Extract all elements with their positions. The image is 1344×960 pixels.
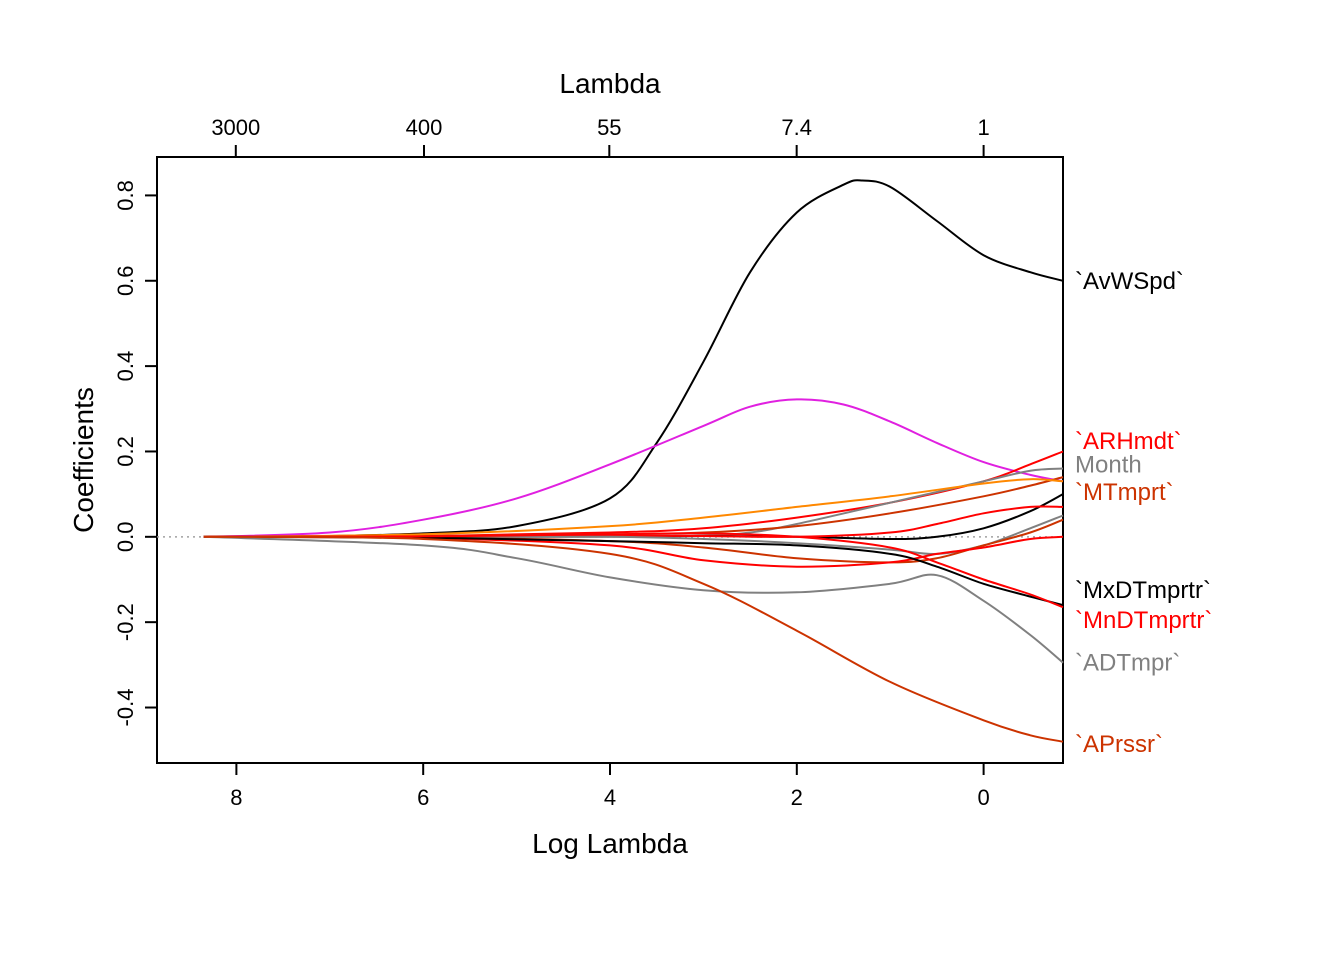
x-tick-label: 2 [791,785,803,810]
series-label-12: `MnDTmprtr` [1075,607,1212,634]
y-tick-label: 0.0 [113,522,138,553]
series-line-1 [203,398,1064,538]
series-line-0 [203,179,1064,538]
ticks-layer: 8 6 4 2 0 3000 400 55 7.4 1 -0.4 -0.2 0.0 0.2 0.4 0.6 0.… [113,115,990,810]
series-label-11: `MxDTmprtr` [1075,577,1211,604]
y-tick-label: 0.4 [113,351,138,382]
x-tick-label: 6 [417,785,429,810]
series-label-2: `ARHmdt` [1075,428,1182,455]
x-tick-label: 0 [977,785,989,810]
series-labels-layer: `AvWSpd` `ARHmdt`Month`MTmprt` `MxDTmprtr`… [1075,268,1212,758]
x-axis-title: Log Lambda [532,828,688,859]
top-tick-label: 3000 [211,115,260,140]
y-tick-label: 0.8 [113,180,138,211]
series-label-3: Month [1075,451,1142,478]
series-line-12 [203,532,1064,609]
top-tick-label: 1 [977,115,989,140]
series-line-11 [203,535,1064,607]
series-line-4 [203,476,1064,538]
x-tick-label: 8 [230,785,242,810]
series-layer [157,179,1064,743]
series-label-14: `APrssr` [1075,731,1163,758]
series-line-14 [203,535,1064,743]
series-label-0: `AvWSpd` [1075,268,1184,295]
series-line-13 [203,535,1064,664]
series-line-5 [203,478,1064,538]
y-axis-title: Coefficients [68,387,99,533]
series-label-4: `MTmprt` [1075,479,1174,506]
series-label-13: `ADTmpr` [1075,650,1180,677]
y-tick-label: 0.2 [113,436,138,467]
y-tick-label: -0.4 [113,689,138,727]
y-tick-label: 0.6 [113,265,138,296]
top-tick-label: 7.4 [781,115,812,140]
top-tick-label: 55 [597,115,621,140]
y-tick-label: -0.2 [113,603,138,641]
x-tick-label: 4 [604,785,616,810]
plot-frame [156,156,1064,764]
top-axis-title: Lambda [559,68,661,99]
top-tick-label: 400 [406,115,443,140]
